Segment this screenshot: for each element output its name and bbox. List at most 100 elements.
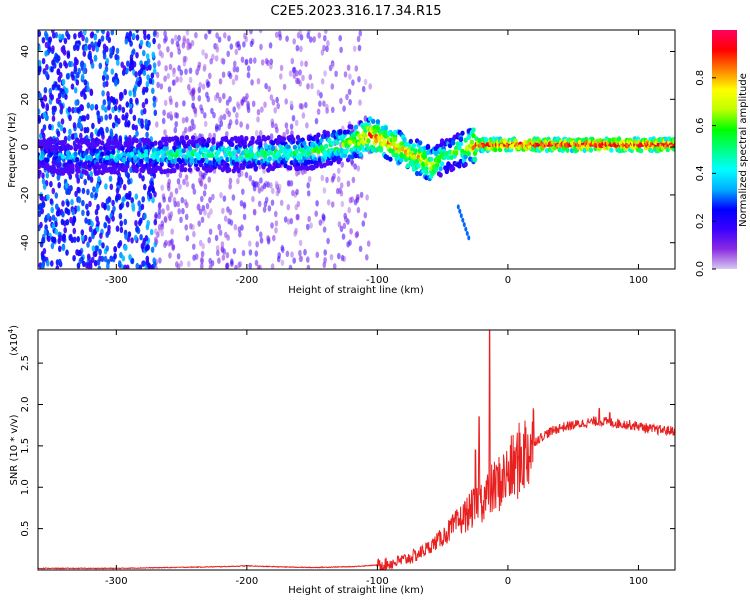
heat-cell	[38, 59, 42, 67]
heat-cell	[174, 187, 179, 195]
heat-cell	[50, 242, 55, 250]
heat-cell	[100, 35, 105, 42]
heat-cell	[609, 147, 614, 153]
heat-cell	[60, 218, 65, 226]
heat-cell	[132, 114, 137, 122]
heat-cell	[292, 38, 297, 45]
heat-cell	[268, 42, 273, 49]
heat-cell	[221, 254, 226, 261]
heat-cell	[181, 117, 186, 124]
x-tick-label: -100	[366, 576, 389, 587]
heat-cell	[288, 70, 293, 77]
heat-cell	[326, 237, 330, 245]
heat-cell	[290, 57, 295, 65]
heat-cell	[135, 34, 140, 41]
heat-cell	[464, 226, 468, 232]
heat-cell	[220, 241, 225, 248]
heat-cell	[60, 118, 65, 125]
heat-cell	[73, 151, 78, 157]
heat-cell	[51, 109, 56, 116]
heat-cell	[248, 57, 253, 64]
heat-cell	[76, 168, 81, 174]
heat-cell	[144, 60, 149, 68]
heat-cell	[144, 118, 149, 126]
heat-cell	[168, 63, 173, 71]
heat-cell	[41, 102, 46, 109]
heat-cell	[248, 175, 253, 182]
heat-cell	[93, 41, 98, 48]
heat-cell	[306, 32, 311, 39]
heat-cell	[234, 161, 240, 167]
heat-cell	[316, 132, 321, 138]
heat-cell	[356, 165, 361, 172]
heat-cell	[289, 123, 294, 130]
heat-cell	[335, 139, 340, 146]
heat-cell	[58, 258, 62, 266]
heat-cell	[195, 143, 200, 149]
heat-cell	[237, 226, 242, 233]
heat-cell	[178, 152, 183, 158]
heat-cell	[156, 231, 160, 238]
heat-cell	[338, 35, 343, 42]
heat-cell	[254, 129, 259, 137]
heat-cell	[231, 78, 236, 86]
heat-cell	[79, 132, 83, 140]
heat-cell	[157, 212, 162, 219]
heat-cell	[352, 45, 357, 52]
heat-cell	[235, 66, 240, 73]
x-tick-label: -300	[105, 275, 128, 286]
heat-cell	[40, 154, 45, 160]
heat-cell	[151, 187, 155, 194]
heat-cell	[228, 183, 232, 190]
heat-cell	[337, 221, 342, 228]
heat-cell	[177, 34, 181, 42]
heat-cell	[63, 37, 68, 45]
y-tick-label: 40	[20, 45, 31, 58]
heat-cell	[217, 223, 221, 231]
heat-cell	[589, 142, 592, 147]
heat-cell	[94, 208, 99, 216]
heat-cell	[55, 265, 60, 269]
heat-cell	[298, 249, 302, 257]
heat-cell	[144, 245, 149, 252]
heat-cell	[38, 108, 41, 115]
heat-cell	[236, 101, 240, 108]
heat-cell	[61, 211, 65, 218]
heat-cell	[318, 219, 323, 226]
heat-cell	[623, 142, 626, 147]
heat-cell	[41, 172, 45, 179]
heat-cell	[616, 136, 622, 142]
heat-cell	[274, 227, 278, 234]
heat-cell	[182, 55, 187, 63]
heat-cell	[465, 231, 469, 236]
heat-cell	[187, 260, 191, 268]
heat-cell	[460, 130, 465, 136]
heat-cell	[75, 79, 80, 86]
heat-cell	[81, 115, 85, 122]
heat-cell	[184, 135, 189, 141]
heat-cell	[99, 232, 103, 239]
heat-cell	[91, 245, 96, 252]
heat-cell	[236, 167, 241, 173]
heat-cell	[171, 243, 176, 251]
heat-cell	[62, 127, 67, 134]
heat-cell	[344, 148, 349, 154]
heat-cell	[79, 30, 83, 38]
heat-cell	[253, 57, 257, 64]
heat-cell	[207, 237, 211, 244]
heat-cell	[101, 30, 105, 35]
heat-cell	[306, 223, 310, 231]
heat-cell	[81, 199, 85, 207]
heat-cell	[181, 42, 186, 49]
heat-cell	[178, 171, 183, 179]
heat-cell	[210, 260, 215, 267]
colorbar-tick-label: 0.8	[695, 70, 706, 86]
heat-cell	[46, 213, 51, 220]
heat-cell	[471, 133, 476, 139]
heat-cell	[309, 222, 313, 229]
heat-cell	[160, 184, 164, 191]
heat-cell	[189, 223, 193, 230]
heat-cell	[286, 218, 291, 225]
heat-cell	[66, 52, 71, 59]
spectrogram-cells	[38, 30, 675, 269]
